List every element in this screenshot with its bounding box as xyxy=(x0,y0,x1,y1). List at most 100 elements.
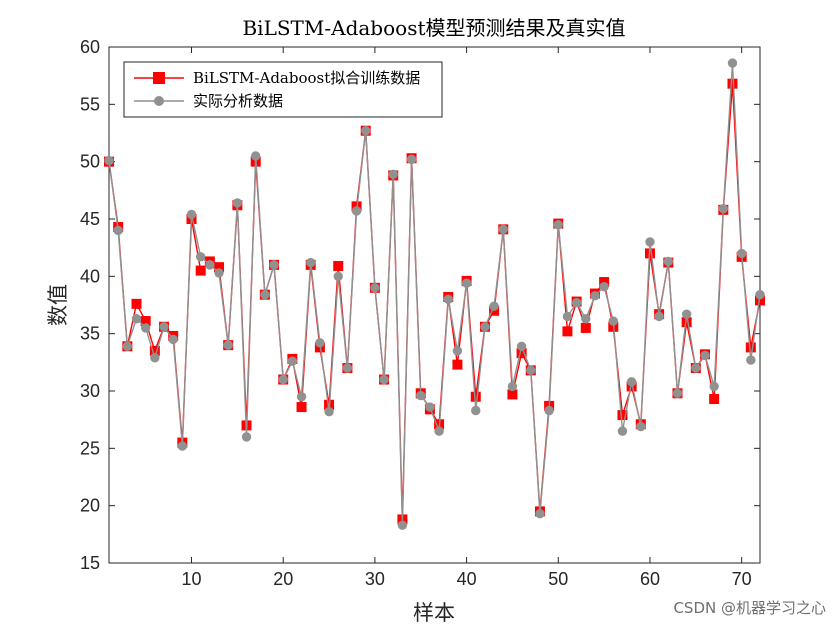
x-tick-label-2: 30 xyxy=(365,569,385,589)
point-1-21 xyxy=(296,392,307,402)
point-1-53 xyxy=(590,291,600,301)
point-1-13 xyxy=(223,340,233,350)
point-1-6 xyxy=(159,322,169,332)
point-1-58 xyxy=(636,421,646,432)
point-1-23 xyxy=(315,338,325,348)
point-1-7 xyxy=(168,334,178,345)
y-tick-label-7: 50 xyxy=(80,152,100,172)
legend-label-0: BiLSTM-Adaboost拟合训练数据 xyxy=(193,69,420,87)
point-1-29 xyxy=(370,283,380,293)
point-1-11 xyxy=(205,260,215,270)
point-1-2 xyxy=(122,341,133,351)
series-layer xyxy=(104,58,765,530)
point-0-40 xyxy=(470,391,481,402)
point-1-60 xyxy=(654,311,664,322)
y-tick-label-3: 30 xyxy=(80,381,100,401)
point-1-61 xyxy=(663,256,674,267)
point-1-54 xyxy=(599,281,609,292)
point-1-64 xyxy=(691,363,701,373)
y-tick-label-9: 60 xyxy=(80,37,100,57)
point-1-8 xyxy=(177,441,188,451)
point-1-49 xyxy=(553,220,563,230)
x-tick-label-1: 20 xyxy=(273,569,293,589)
point-0-68 xyxy=(727,78,738,89)
point-1-26 xyxy=(342,363,353,373)
point-0-50 xyxy=(562,326,573,337)
point-0-3 xyxy=(131,298,142,309)
point-1-57 xyxy=(626,377,637,387)
x-tick-label-3: 40 xyxy=(457,569,477,589)
point-1-66 xyxy=(709,381,719,392)
point-1-67 xyxy=(718,203,729,214)
point-0-52 xyxy=(580,322,591,333)
point-1-47 xyxy=(535,508,545,519)
y-tick-label-5: 40 xyxy=(80,266,100,286)
watermark: CSDN @机器学习之心 xyxy=(673,599,826,617)
y-tick-label-2: 25 xyxy=(80,438,100,458)
point-1-12 xyxy=(214,268,224,278)
plot-area xyxy=(108,46,761,564)
point-0-10 xyxy=(195,265,206,276)
point-1-56 xyxy=(617,426,628,436)
point-1-41 xyxy=(480,322,490,332)
point-1-51 xyxy=(571,298,582,308)
point-1-42 xyxy=(489,301,499,311)
series-1 xyxy=(104,58,765,530)
point-1-70 xyxy=(746,355,756,365)
point-1-55 xyxy=(608,316,618,326)
point-1-35 xyxy=(425,402,435,412)
y-tick-label-4: 35 xyxy=(80,324,100,344)
legend-label-1: 实际分析数据 xyxy=(193,92,283,110)
point-1-71 xyxy=(755,289,765,300)
point-1-15 xyxy=(241,432,252,442)
y-tick-label-8: 55 xyxy=(80,94,100,114)
y-axis-title: 数值 xyxy=(46,284,70,326)
point-1-31 xyxy=(388,169,398,179)
point-1-62 xyxy=(672,388,683,398)
point-1-3 xyxy=(131,314,142,324)
y-tick-label-0: 15 xyxy=(80,553,100,573)
x-tick-label-6: 70 xyxy=(732,569,752,589)
x-tick-label-4: 50 xyxy=(548,569,568,589)
point-1-10 xyxy=(195,252,206,262)
point-1-52 xyxy=(581,314,591,324)
point-1-36 xyxy=(434,426,444,436)
y-tick-label-1: 20 xyxy=(80,496,100,516)
point-1-46 xyxy=(526,365,536,376)
point-1-27 xyxy=(351,206,362,216)
legend-marker-0 xyxy=(153,72,165,84)
point-0-21 xyxy=(296,402,307,413)
point-1-24 xyxy=(324,406,334,417)
point-1-44 xyxy=(507,381,518,392)
point-1-19 xyxy=(278,374,288,385)
point-1-28 xyxy=(361,126,371,136)
point-1-22 xyxy=(306,257,316,268)
point-1-50 xyxy=(562,311,573,322)
x-axis-title: 样本 xyxy=(413,601,455,625)
point-1-17 xyxy=(260,289,270,300)
point-0-66 xyxy=(709,394,720,405)
point-1-18 xyxy=(269,260,279,270)
point-0-70 xyxy=(745,342,756,353)
point-1-45 xyxy=(516,341,527,351)
chart-title: BiLSTM-Adaboost模型预测结果及真实值 xyxy=(242,16,625,40)
point-1-20 xyxy=(287,356,298,366)
point-1-0 xyxy=(104,155,114,166)
point-1-68 xyxy=(727,58,738,68)
point-1-38 xyxy=(452,346,463,356)
point-1-40 xyxy=(471,405,481,416)
point-1-69 xyxy=(736,248,747,259)
point-1-37 xyxy=(443,294,453,304)
point-0-38 xyxy=(452,359,463,370)
point-1-32 xyxy=(397,520,408,530)
point-0-25 xyxy=(333,261,344,272)
point-1-63 xyxy=(681,309,692,319)
point-1-30 xyxy=(379,374,389,385)
x-tick-label-5: 60 xyxy=(640,569,660,589)
point-1-33 xyxy=(406,154,417,165)
point-1-34 xyxy=(416,390,426,401)
x-tick-label-0: 10 xyxy=(182,569,202,589)
point-0-44 xyxy=(507,389,518,400)
point-1-48 xyxy=(544,405,554,416)
